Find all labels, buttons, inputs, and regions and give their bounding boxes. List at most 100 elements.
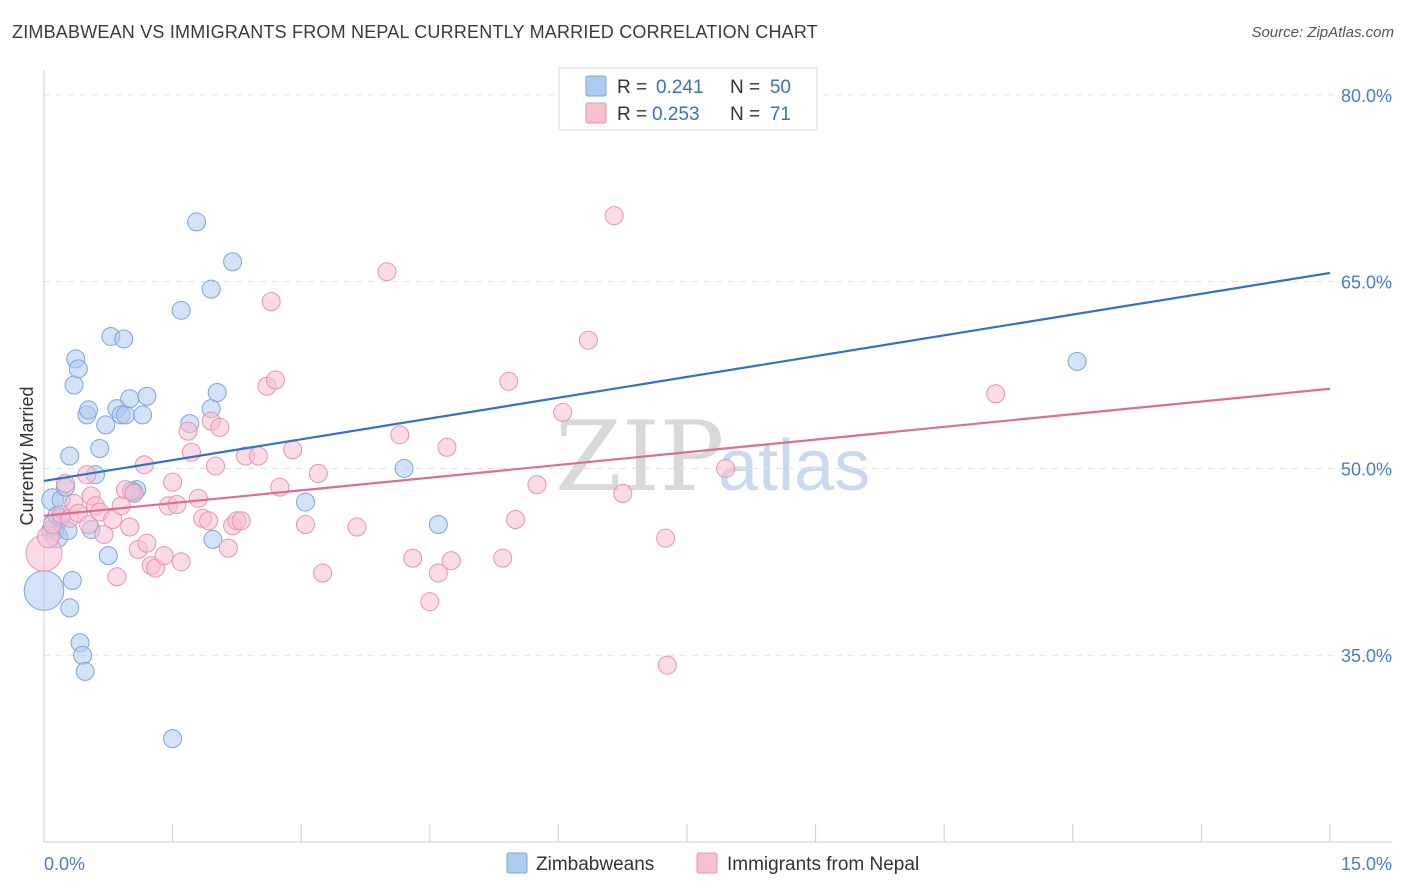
nepal-point-58 (437, 437, 457, 457)
nepal-point-48 (283, 440, 303, 460)
legend-r-label-blue: R = (617, 77, 647, 98)
zimbabwean-point-19 (79, 400, 99, 420)
nepal-point-54 (390, 425, 410, 445)
legend-swatch-blue (585, 75, 607, 97)
legend-label-zimbabweans: Zimbabweans (536, 854, 654, 875)
legend-r-value-pink: 0.253 (652, 104, 700, 125)
zimbabwean-point-38 (187, 212, 207, 232)
nepal-point-46 (265, 370, 285, 390)
nepal-point-57 (428, 563, 448, 583)
legend-label-nepal: Immigrants from Nepal (727, 854, 919, 875)
zimbabweans-trend-line (43, 271, 1331, 482)
nepal-point-18 (120, 517, 140, 537)
zimbabwean-point-40 (203, 529, 223, 549)
legend-swatch-pink (585, 102, 607, 124)
legend-n-label-pink: N = (730, 104, 760, 125)
zimbabwean-point-44 (295, 492, 315, 512)
nepal-point-51 (313, 563, 333, 583)
nepal-point-25 (154, 546, 174, 566)
nepal-trend-line (43, 387, 1331, 517)
nepal-point-38 (218, 538, 238, 558)
nepal-point-63 (527, 475, 547, 495)
zimbabwean-point-42 (207, 382, 227, 402)
y-tick-label-0: 80.0% (1341, 86, 1392, 106)
zimbabwean-point-39 (201, 279, 221, 299)
nepal-point-45 (261, 292, 281, 312)
zimbabwean-point-30 (120, 389, 140, 409)
nepal-point-34 (199, 511, 219, 531)
nepal-point-60 (493, 548, 513, 568)
zimbabwean-point-16 (73, 645, 93, 665)
nepal-points (25, 206, 1006, 675)
zimbabwean-point-29 (115, 405, 135, 425)
watermark-atlas: atlas (718, 426, 870, 506)
zimbabwean-point-36 (171, 300, 191, 320)
nepal-point-65 (578, 330, 598, 350)
y-tick-labels: 80.0% 65.0% 50.0% 35.0% (1341, 86, 1392, 666)
zimbabwean-point-33 (133, 405, 153, 425)
nepal-point-13 (94, 524, 114, 544)
nepal-point-41 (231, 511, 251, 531)
nepal-point-15 (107, 567, 127, 587)
y-axis-label: Currently Married (17, 386, 37, 525)
nepal-point-53 (377, 262, 397, 282)
nepal-point-56 (420, 592, 440, 612)
x-tick-min: 0.0% (44, 854, 85, 874)
nepal-point-59 (441, 551, 461, 571)
bottom-swatch-pink (696, 852, 718, 874)
zimbabwean-point-9 (60, 598, 80, 618)
nepal-point-22 (137, 533, 157, 553)
y-tick-label-3: 35.0% (1341, 646, 1392, 666)
nepal-point-61 (499, 371, 519, 391)
zimbabwean-point-47 (1067, 351, 1087, 371)
zimbabwean-point-24 (98, 546, 118, 566)
source-credit: Source: ZipAtlas.com (1251, 24, 1394, 41)
series-legend: Zimbabweans Immigrants from Nepal (506, 852, 919, 875)
legend-r-label-pink: R = (617, 104, 647, 125)
nepal-point-71 (986, 384, 1006, 404)
chart-title: ZIMBABWEAN VS IMMIGRANTS FROM NEPAL CURR… (12, 22, 818, 42)
nepal-point-43 (248, 446, 268, 466)
nepal-point-62 (506, 510, 526, 530)
legend-r-value-blue: 0.241 (656, 77, 704, 98)
correlation-legend: R = 0.241 N = 50 R = 0.253 N = 71 (558, 67, 818, 131)
y-tick-label-1: 65.0% (1341, 273, 1392, 293)
zimbabwean-point-14 (68, 359, 88, 379)
nepal-point-37 (210, 417, 230, 437)
nepal-point-14 (103, 510, 123, 530)
zimbabwean-point-23 (96, 415, 116, 435)
nepal-point-27 (163, 472, 183, 492)
axes (43, 70, 1392, 843)
nepal-point-67 (613, 483, 633, 503)
legend-n-value-blue: 50 (770, 77, 791, 98)
zimbabwean-point-17 (75, 661, 95, 681)
nepal-point-52 (347, 517, 367, 537)
gridlines (44, 94, 1392, 656)
nepal-point-69 (657, 655, 677, 675)
nepal-point-32 (188, 488, 208, 508)
nepal-point-64 (553, 402, 573, 422)
zimbabwean-point-46 (428, 514, 448, 534)
zimbabwean-point-35 (163, 729, 183, 749)
zimbabwean-point-0 (23, 570, 65, 611)
zimbabwean-point-22 (90, 439, 110, 459)
nepal-point-66 (604, 206, 624, 226)
zimbabwean-point-10 (60, 446, 80, 466)
zimbabwean-point-11 (62, 571, 82, 591)
trend-lines (43, 271, 1331, 517)
nepal-point-50 (308, 463, 328, 483)
zimbabwean-point-12 (64, 375, 84, 395)
bottom-swatch-blue (506, 852, 528, 874)
zimbabwean-point-28 (114, 329, 134, 349)
nepal-point-19 (124, 483, 144, 503)
nepal-point-68 (656, 528, 676, 548)
x-tick-max: 15.0% (1341, 854, 1392, 874)
nepal-point-55 (403, 548, 423, 568)
nepal-point-36 (205, 456, 225, 476)
zimbabwean-point-45 (394, 458, 414, 478)
nepal-point-49 (295, 514, 315, 534)
nepal-point-29 (171, 552, 191, 572)
nepal-point-28 (167, 495, 187, 515)
nepal-point-70 (716, 458, 736, 478)
